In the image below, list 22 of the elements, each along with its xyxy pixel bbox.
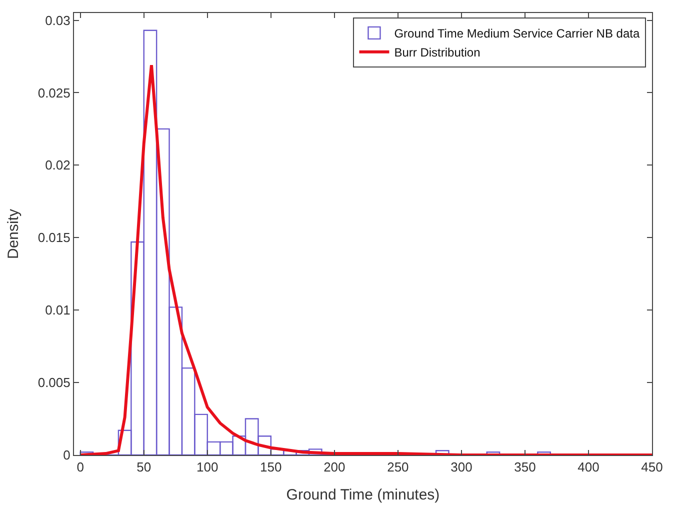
legend-label: Burr Distribution <box>394 46 480 60</box>
x-tick-label: 200 <box>324 460 346 475</box>
x-tick-label: 150 <box>260 460 282 475</box>
x-tick-label: 350 <box>514 460 536 475</box>
y-tick-label: 0.015 <box>38 230 70 246</box>
y-tick-label: 0.03 <box>45 12 70 28</box>
line-series <box>78 64 652 455</box>
x-tick-label: 250 <box>387 460 409 475</box>
x-tick-label: 50 <box>136 460 152 475</box>
legend-label: Ground Time Medium Service Carrier NB data <box>394 26 640 41</box>
x-tick-label: 400 <box>578 460 600 475</box>
x-tick-label: 0 <box>76 460 84 475</box>
y-tick-label: 0 <box>63 448 70 463</box>
y-tick-label: 0.01 <box>45 302 70 318</box>
y-tick-label: 0.005 <box>38 375 70 390</box>
x-axis-title: Ground Time (minutes) <box>286 486 440 504</box>
y-tick-label: 0.025 <box>38 85 70 100</box>
y-axis-title: Density <box>5 208 22 260</box>
x-tick-label: 100 <box>196 460 218 475</box>
x-tick-label: 450 <box>641 460 663 475</box>
y-tick-label: 0.02 <box>45 158 70 173</box>
x-tick-label: 300 <box>450 460 472 475</box>
